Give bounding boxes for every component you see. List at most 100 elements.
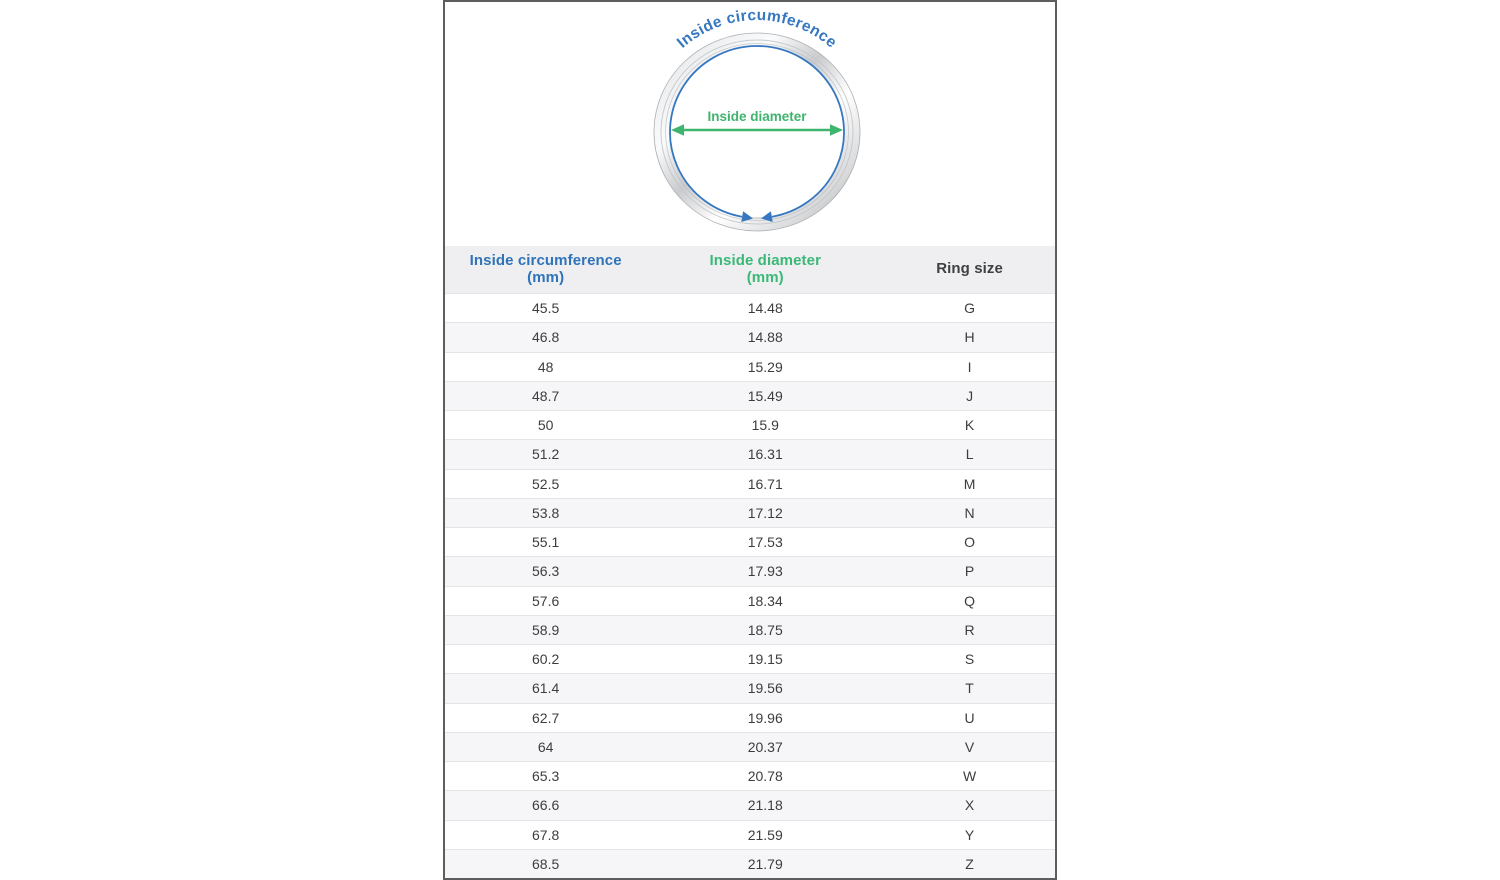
cell-ring-size: U — [964, 709, 975, 726]
header-circumference-line2: (mm) — [527, 268, 565, 286]
cell-ring-size: M — [963, 475, 976, 492]
cell-ring-size: S — [964, 651, 975, 668]
cell-circumference: 66.6 — [532, 797, 560, 814]
cell-ring-size: H — [964, 329, 975, 346]
cell-circumference: 56.3 — [532, 563, 560, 580]
cell-ring-size: T — [965, 680, 974, 697]
diameter-arrow-left — [671, 124, 684, 136]
diameter-arrow-right — [830, 124, 843, 136]
header-cell-diameter: Inside diameter (mm) — [646, 246, 884, 293]
cell-ring-size: V — [964, 738, 975, 755]
cell-circumference: 57.6 — [532, 592, 560, 609]
cell-diameter: 17.53 — [747, 534, 783, 551]
cell-diameter: 21.79 — [747, 855, 783, 872]
table-row: 56.3 17.93 P — [445, 556, 1055, 586]
header-diameter-line2: (mm) — [746, 268, 784, 286]
table-row: 61.4 19.56 T — [445, 673, 1055, 703]
table-row: 68.5 21.79 Z — [445, 848, 1055, 878]
table-row: 66.6 21.18 X — [445, 790, 1055, 820]
cell-ring-size: J — [966, 387, 974, 404]
cell-ring-size: O — [964, 534, 976, 551]
table-row: 62.7 19.96 U — [445, 702, 1055, 732]
cell-ring-size: W — [962, 768, 977, 785]
cell-circumference: 48.7 — [532, 387, 560, 404]
circumference-arrow-left — [741, 211, 753, 222]
ring-outer-edge — [653, 32, 861, 232]
header-cell-circumference: Inside circumference (mm) — [445, 246, 646, 293]
diameter-label: Inside diameter — [707, 109, 807, 124]
table-row: 50 15.9 K — [445, 410, 1055, 440]
size-table: Inside circumference (mm) Inside diamete… — [445, 246, 1055, 878]
cell-ring-size: N — [964, 504, 975, 521]
circumference-arrow-right — [761, 211, 773, 222]
cell-diameter: 15.9 — [751, 417, 779, 434]
cell-ring-size: Q — [964, 592, 976, 609]
cell-circumference: 67.8 — [532, 826, 560, 843]
table-row: 57.6 18.34 Q — [445, 585, 1055, 615]
cell-circumference: 51.2 — [532, 446, 560, 463]
cell-diameter: 20.78 — [747, 768, 783, 785]
cell-diameter: 16.71 — [747, 475, 783, 492]
cell-circumference: 64 — [537, 738, 554, 755]
cell-diameter: 18.75 — [747, 621, 783, 638]
header-ringsize-line1: Ring size — [936, 260, 1003, 278]
circumference-circle — [669, 45, 845, 218]
cell-ring-size: K — [964, 417, 975, 434]
cell-circumference: 68.5 — [532, 855, 560, 872]
cell-circumference: 58.9 — [532, 621, 560, 638]
ring-band-line-2 — [665, 43, 849, 221]
cell-circumference: 61.4 — [532, 680, 560, 697]
header-circumference-line1: Inside circumference — [469, 251, 622, 269]
content-card: Inside circumference Inside diameter Ins… — [443, 0, 1057, 880]
cell-diameter: 21.18 — [747, 797, 783, 814]
ring-svg: Inside circumference Inside diameter — [653, 7, 861, 232]
cell-circumference: 60.2 — [532, 651, 560, 668]
cell-circumference: 50 — [537, 417, 554, 434]
cell-diameter: 20.37 — [747, 738, 783, 755]
cell-diameter: 19.15 — [747, 651, 783, 668]
table-row: 67.8 21.59 Y — [445, 819, 1055, 849]
cell-ring-size: X — [964, 797, 975, 814]
table-row: 48.7 15.49 J — [445, 380, 1055, 410]
ring-diagram: Inside circumference Inside diameter — [445, 2, 1055, 246]
cell-ring-size: I — [967, 358, 972, 375]
table-row: 53.8 17.12 N — [445, 497, 1055, 527]
table-row: 58.9 18.75 R — [445, 614, 1055, 644]
ring-band-line — [660, 39, 854, 225]
table-row: 46.8 14.88 H — [445, 322, 1055, 352]
table-row: 45.5 14.48 G — [445, 293, 1055, 323]
cell-circumference: 65.3 — [532, 768, 560, 785]
cell-circumference: 45.5 — [532, 300, 560, 317]
cell-ring-size: P — [964, 563, 975, 580]
cell-diameter: 16.31 — [747, 446, 783, 463]
cell-diameter: 14.48 — [747, 300, 783, 317]
cell-diameter: 19.96 — [747, 709, 783, 726]
table-row: 55.1 17.53 O — [445, 527, 1055, 557]
cell-circumference: 48 — [537, 358, 554, 375]
cell-circumference: 52.5 — [532, 475, 560, 492]
header-diameter-line1: Inside diameter — [709, 251, 822, 269]
table-row: 51.2 16.31 L — [445, 439, 1055, 469]
cell-circumference: 62.7 — [532, 709, 560, 726]
cell-circumference: 53.8 — [532, 504, 560, 521]
ring-band — [654, 33, 860, 231]
cell-diameter: 17.12 — [747, 504, 783, 521]
cell-ring-size: R — [964, 621, 975, 638]
cell-diameter: 21.59 — [747, 826, 783, 843]
cell-diameter: 18.34 — [747, 592, 783, 609]
cell-diameter: 19.56 — [747, 680, 783, 697]
cell-circumference: 55.1 — [532, 534, 560, 551]
table-row: 48 15.29 I — [445, 351, 1055, 381]
table-header: Inside circumference (mm) Inside diamete… — [445, 246, 1055, 293]
cell-ring-size: Y — [964, 826, 975, 843]
table-row: 64 20.37 V — [445, 731, 1055, 761]
table-row: 52.5 16.71 M — [445, 468, 1055, 498]
cell-circumference: 46.8 — [532, 329, 560, 346]
cell-ring-size: L — [965, 446, 974, 463]
cell-diameter: 15.49 — [747, 387, 783, 404]
table-row: 60.2 19.15 S — [445, 644, 1055, 674]
cell-diameter: 17.93 — [747, 563, 783, 580]
cell-ring-size: Z — [965, 855, 974, 872]
cell-diameter: 15.29 — [747, 358, 783, 375]
header-cell-ringsize: Ring size — [884, 246, 1055, 293]
